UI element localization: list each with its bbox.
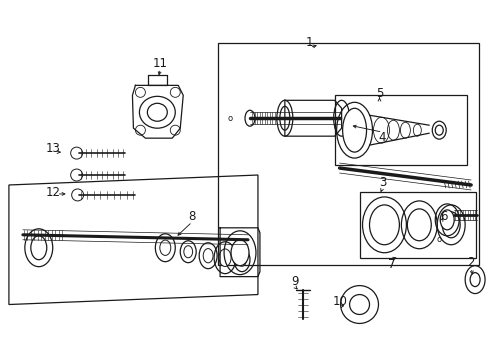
- Ellipse shape: [407, 209, 430, 241]
- Text: 8: 8: [188, 210, 196, 223]
- Text: 5: 5: [375, 87, 383, 100]
- Ellipse shape: [147, 103, 167, 121]
- Ellipse shape: [160, 240, 170, 255]
- Text: 6: 6: [440, 210, 447, 223]
- Text: 12: 12: [45, 186, 60, 199]
- Ellipse shape: [230, 240, 248, 266]
- Text: 4: 4: [378, 131, 386, 144]
- Text: 11: 11: [153, 57, 167, 70]
- Text: 2: 2: [467, 256, 474, 269]
- Ellipse shape: [31, 236, 47, 260]
- Text: 7: 7: [387, 258, 394, 271]
- Text: 13: 13: [45, 141, 60, 155]
- Text: 9: 9: [290, 275, 298, 288]
- Ellipse shape: [237, 253, 246, 266]
- Ellipse shape: [439, 210, 453, 230]
- Ellipse shape: [441, 212, 459, 238]
- Ellipse shape: [279, 106, 289, 130]
- Text: o: o: [227, 114, 232, 123]
- Text: 3: 3: [378, 176, 386, 189]
- Ellipse shape: [369, 205, 399, 245]
- Text: 1: 1: [305, 36, 313, 49]
- Ellipse shape: [183, 246, 192, 258]
- Ellipse shape: [342, 108, 366, 152]
- Ellipse shape: [219, 249, 231, 266]
- Ellipse shape: [203, 249, 213, 263]
- Ellipse shape: [469, 273, 479, 287]
- Ellipse shape: [434, 125, 442, 135]
- Ellipse shape: [349, 294, 369, 315]
- Text: 10: 10: [331, 295, 346, 308]
- Text: o: o: [436, 235, 441, 244]
